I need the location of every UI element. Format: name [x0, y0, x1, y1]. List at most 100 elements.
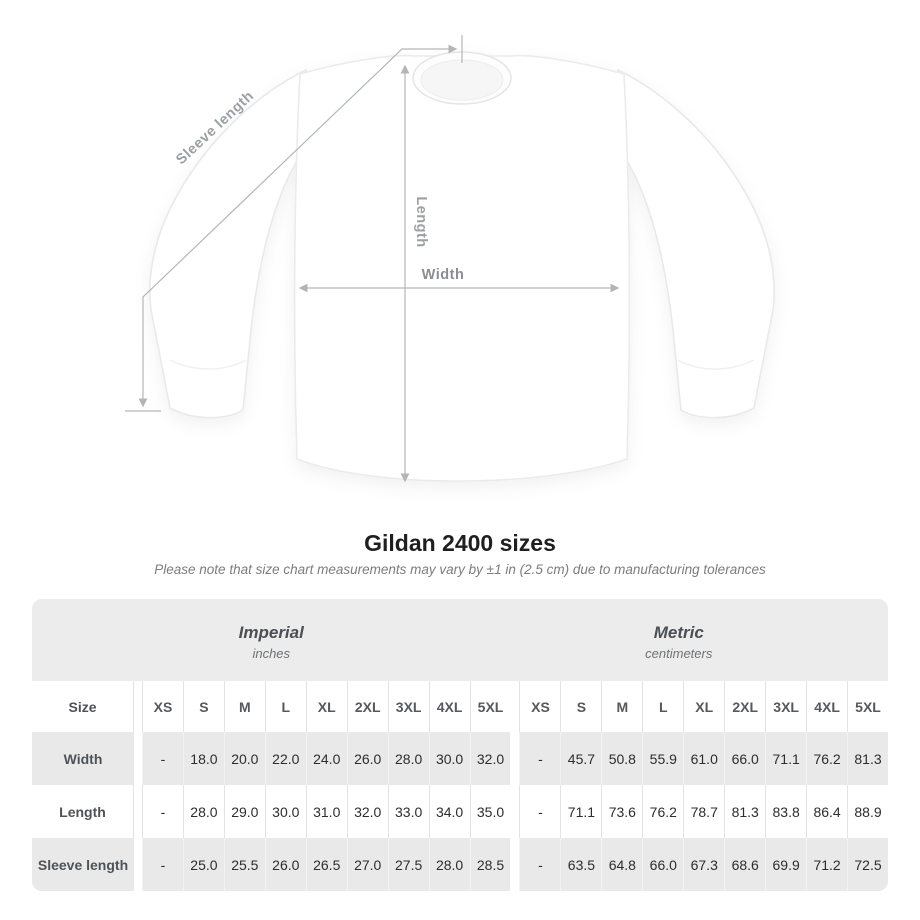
length-row-label: Length: [32, 785, 134, 838]
size-value-cell: -: [519, 838, 561, 891]
size-value-cell: 31.0: [305, 785, 347, 838]
size-col-header: 2XL: [346, 681, 388, 732]
size-value-cell: 55.9: [642, 732, 684, 785]
column-gutter: [134, 838, 142, 891]
size-table: Imperial inches Metric centimeters Size …: [32, 599, 888, 891]
size-value-cell: 86.4: [806, 785, 848, 838]
size-value-cell: 30.0: [428, 732, 470, 785]
size-value-cell: 72.5: [847, 838, 888, 891]
size-value-cell: 71.1: [560, 785, 602, 838]
page-title: Gildan 2400 sizes: [364, 530, 556, 556]
size-value-cell: -: [142, 838, 183, 891]
shirt-diagram: Sleeve length Length Width: [125, 35, 775, 483]
size-value-cell: -: [519, 785, 561, 838]
size-col-header: XL: [305, 681, 347, 732]
size-value-cell: 69.9: [765, 838, 807, 891]
size-value-cell: 28.0: [387, 732, 429, 785]
sleeve-length-arrow: [125, 35, 463, 412]
size-value-cell: 28.0: [182, 785, 224, 838]
size-value-cell: 18.0: [182, 732, 224, 785]
size-value-cell: 35.0: [469, 785, 511, 838]
column-gutter: [510, 785, 520, 838]
collar-inner: [420, 59, 504, 101]
size-value-cell: 71.1: [765, 732, 807, 785]
size-value-cell: 25.0: [182, 838, 224, 891]
tolerance-note: Please note that size chart measurements…: [154, 562, 766, 577]
size-value-cell: 76.2: [642, 785, 684, 838]
size-value-cell: 28.5: [469, 838, 511, 891]
size-value-cell: 20.0: [223, 732, 265, 785]
size-col-header: S: [182, 681, 224, 732]
size-value-cell: -: [142, 785, 183, 838]
size-value-cell: 26.0: [264, 838, 306, 891]
size-value-cell: 66.0: [642, 838, 684, 891]
size-value-cell: 26.5: [305, 838, 347, 891]
size-value-cell: 33.0: [387, 785, 429, 838]
size-col-header: L: [642, 681, 684, 732]
size-value-cell: 50.8: [601, 732, 643, 785]
imperial-header-unit: inches: [252, 646, 291, 661]
size-value-cell: 32.0: [469, 732, 511, 785]
size-value-cell: 63.5: [560, 838, 602, 891]
size-value-cell: -: [519, 732, 561, 785]
right-sleeve: [617, 68, 775, 419]
size-col-header: 3XL: [765, 681, 807, 732]
size-value-cell: 71.2: [806, 838, 848, 891]
size-col-header: 3XL: [387, 681, 429, 732]
size-value-cell: 66.0: [724, 732, 766, 785]
width-row-label: Width: [32, 732, 134, 785]
size-col-header: M: [223, 681, 265, 732]
column-gutter: [134, 681, 142, 732]
size-value-cell: 26.0: [346, 732, 388, 785]
size-value-cell: 81.3: [847, 732, 888, 785]
size-col-header: 5XL: [847, 681, 888, 732]
sleeve-length-row-label: Sleeve length: [32, 838, 134, 891]
column-gutter: [510, 838, 520, 891]
size-value-cell: 32.0: [346, 785, 388, 838]
column-gutter: [510, 732, 520, 785]
size-value-cell: 45.7: [560, 732, 602, 785]
metric-header: Metric centimeters: [510, 599, 847, 681]
metric-header-title: Metric: [653, 623, 704, 642]
size-col-header: XL: [683, 681, 725, 732]
size-value-cell: 25.5: [223, 838, 265, 891]
size-value-cell: 28.0: [428, 838, 470, 891]
size-value-cell: 27.5: [387, 838, 429, 891]
column-gutter: [134, 732, 142, 785]
size-value-cell: 64.8: [601, 838, 643, 891]
size-value-cell: 78.7: [683, 785, 725, 838]
right-cuff-seam: [677, 359, 755, 370]
size-col-header: M: [601, 681, 643, 732]
length-label: Length: [413, 196, 429, 247]
size-col-header: 5XL: [469, 681, 511, 732]
size-value-cell: 68.6: [724, 838, 766, 891]
size-value-cell: 83.8: [765, 785, 807, 838]
metric-header-unit: centimeters: [645, 646, 713, 661]
size-col-header: L: [264, 681, 306, 732]
size-col-header: 4XL: [806, 681, 848, 732]
width-label: Width: [422, 267, 465, 283]
size-col-header: XS: [142, 681, 183, 732]
size-value-cell: 22.0: [264, 732, 306, 785]
size-col-header: S: [560, 681, 602, 732]
size-value-cell: 76.2: [806, 732, 848, 785]
sleeve-length-line: [138, 44, 458, 408]
size-col-header: 2XL: [724, 681, 766, 732]
size-value-cell: 67.3: [683, 838, 725, 891]
size-col-header: XS: [519, 681, 561, 732]
size-value-cell: 73.6: [601, 785, 643, 838]
imperial-header: Imperial inches: [32, 599, 510, 681]
size-row-label: Size: [32, 681, 134, 732]
size-value-cell: 30.0: [264, 785, 306, 838]
column-gutter: [510, 681, 520, 732]
size-value-cell: 34.0: [428, 785, 470, 838]
size-value-cell: 88.9: [847, 785, 888, 838]
shirt-diagram-svg: Sleeve length Length Width: [125, 35, 775, 483]
size-value-cell: -: [142, 732, 183, 785]
imperial-header-title: Imperial: [238, 623, 304, 642]
size-value-cell: 24.0: [305, 732, 347, 785]
size-value-cell: 81.3: [724, 785, 766, 838]
size-value-cell: 29.0: [223, 785, 265, 838]
size-value-cell: 27.0: [346, 838, 388, 891]
size-value-cell: 61.0: [683, 732, 725, 785]
